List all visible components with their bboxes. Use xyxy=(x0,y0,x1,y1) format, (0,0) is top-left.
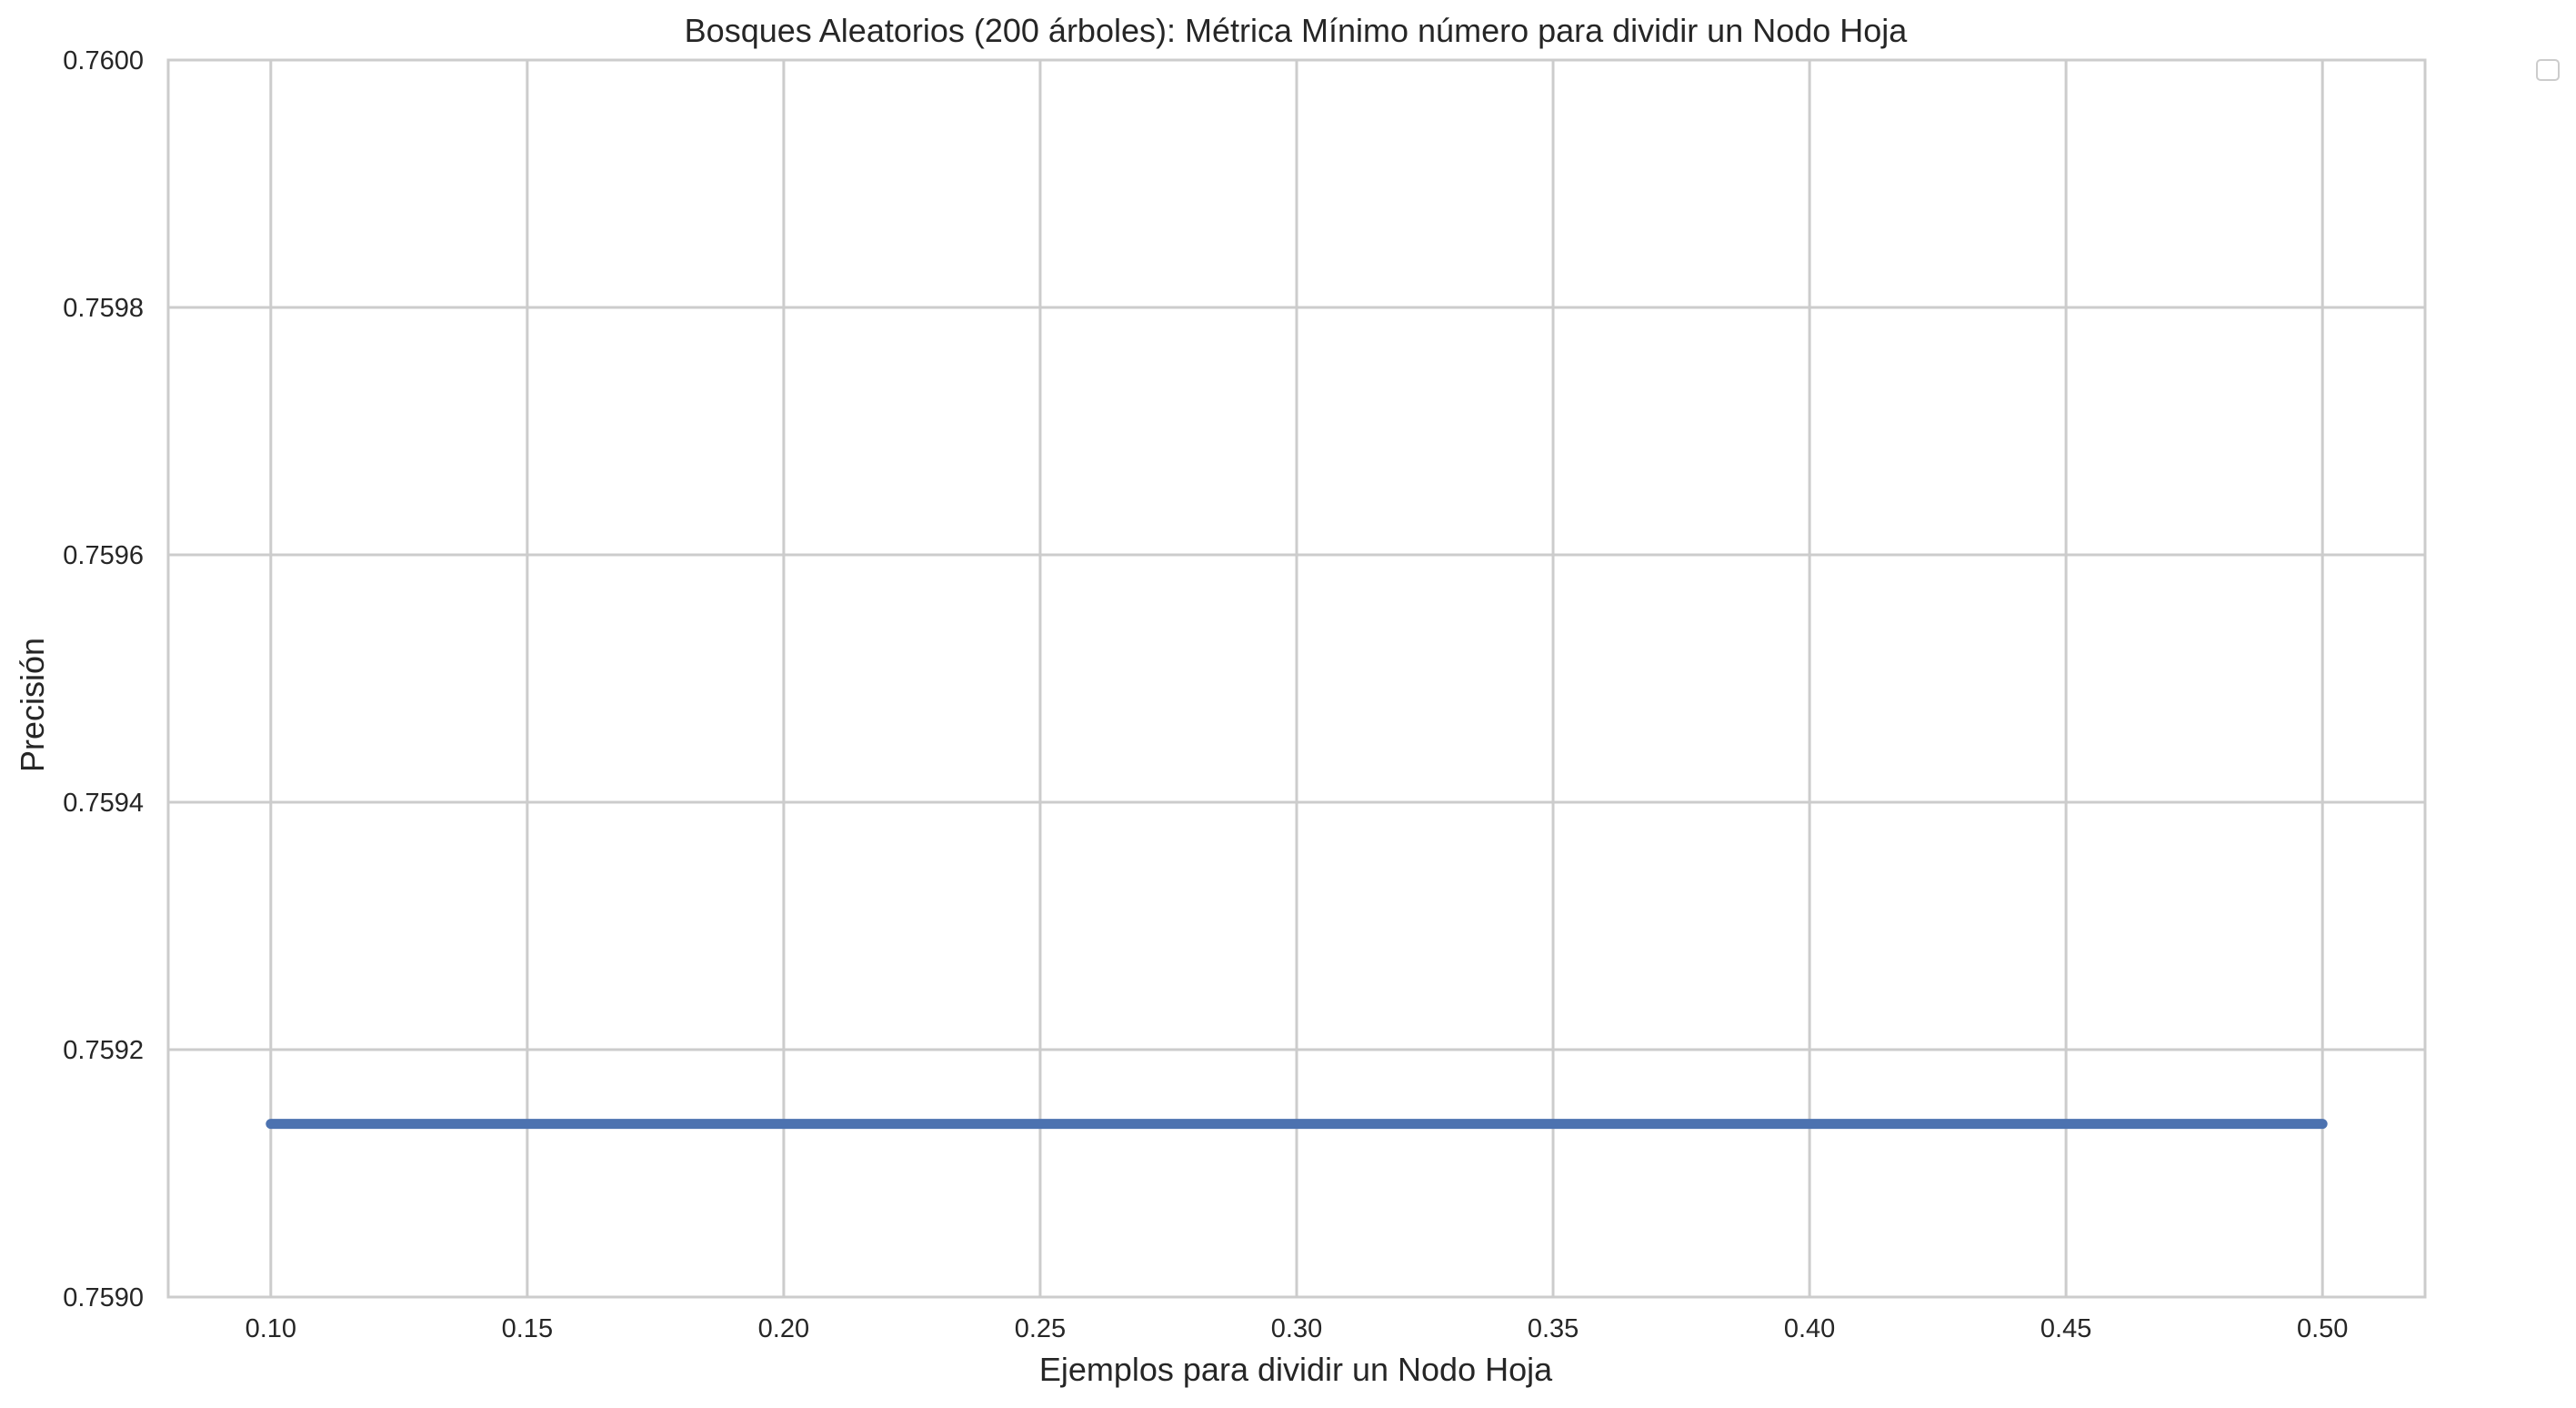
y-tick-label: 0.7592 xyxy=(63,1036,144,1065)
x-tick-label: 0.30 xyxy=(1271,1314,1322,1343)
grid-layer xyxy=(168,58,2425,1299)
x-tick-label: 0.50 xyxy=(2297,1314,2348,1343)
x-tick-label: 0.25 xyxy=(1015,1314,1066,1343)
y-tick-label: 0.7600 xyxy=(63,46,144,75)
y-axis-label: Precisión xyxy=(14,638,51,772)
x-tick-label: 0.15 xyxy=(502,1314,553,1343)
y-tick-label: 0.7590 xyxy=(63,1283,144,1312)
plot-area-frame xyxy=(166,58,2427,1299)
x-tick-label: 0.45 xyxy=(2040,1314,2091,1343)
x-tick-label: 0.40 xyxy=(1784,1314,1835,1343)
x-tick-label: 0.10 xyxy=(246,1314,296,1343)
y-tick-label: 0.7598 xyxy=(63,294,144,323)
chart-title: Bosques Aleatorios (200 árboles): Métric… xyxy=(685,12,1909,49)
x-axis-label: Ejemplos para dividir un Nodo Hoja xyxy=(1039,1351,1553,1388)
y-tick-label: 0.7596 xyxy=(63,541,144,570)
y-tick-label: 0.7594 xyxy=(63,789,144,818)
x-tick-label: 0.20 xyxy=(758,1314,809,1343)
legend-box xyxy=(2536,59,2560,81)
x-tick-label: 0.35 xyxy=(1528,1314,1579,1343)
tick-labels-layer: 0.10 0.15 0.20 0.25 0.30 0.35 0.40 0.45 0.50 0.75… xyxy=(63,46,2348,1343)
